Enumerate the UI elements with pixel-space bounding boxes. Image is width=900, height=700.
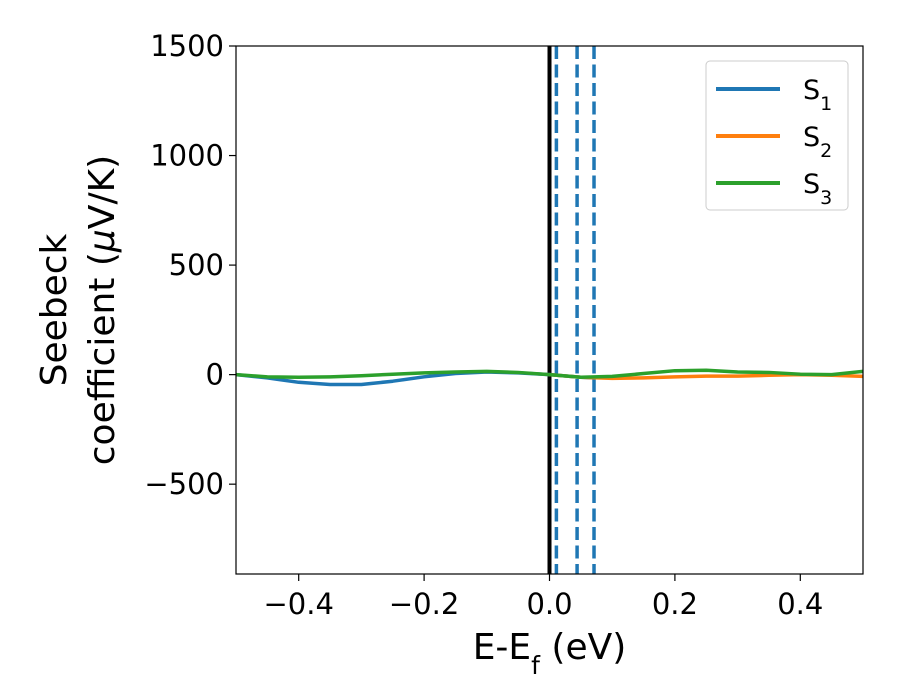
series-line-S3 [236, 368, 863, 380]
x-tick-label: 0.2 [652, 587, 698, 621]
y-tick-label: 1000 [150, 139, 224, 173]
x-axis-label: E-Ef (eV) [473, 627, 627, 680]
y-tick-label: −500 [144, 467, 224, 501]
y-tick-label: 500 [169, 248, 224, 282]
svg-text:Seebeck: Seebeck [34, 233, 75, 386]
legend-label-S1: S1 [803, 75, 832, 115]
svg-text:coefficient (μV/K): coefficient (μV/K) [82, 155, 123, 465]
y-axis-label: Seebeck coefficient (μV/K) [34, 155, 123, 465]
x-tick-label: −0.2 [389, 587, 459, 621]
legend-label-S3: S3 [803, 169, 832, 209]
x-tick-label: −0.4 [263, 587, 333, 621]
x-tick-label: 0.4 [777, 587, 823, 621]
y-tick-label: 0 [206, 358, 224, 392]
y-tick-label: 1500 [150, 29, 224, 63]
x-tick-label: 0.0 [526, 587, 572, 621]
legend: S1 S2 S3 [705, 60, 849, 211]
legend-label-S2: S2 [803, 122, 832, 162]
